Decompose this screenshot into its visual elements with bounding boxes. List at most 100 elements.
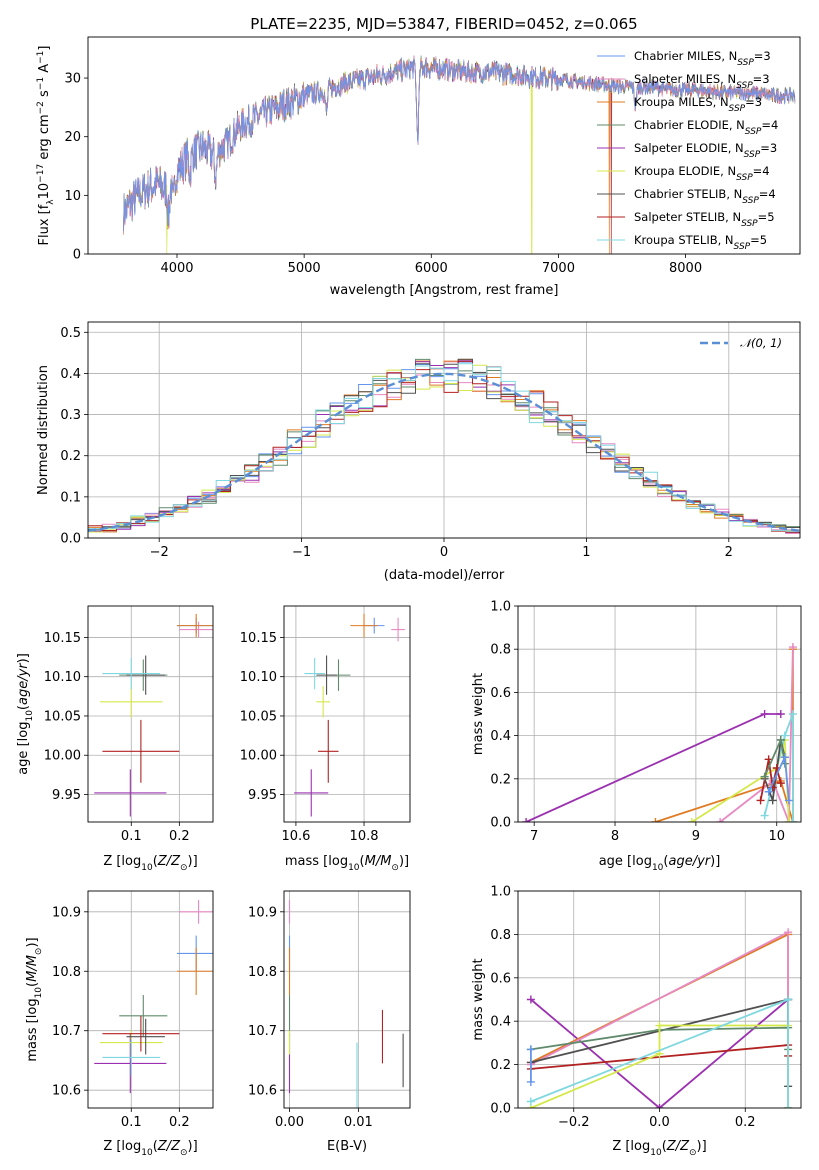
weight-marker — [788, 643, 797, 652]
age_vs_Z-frame — [87, 605, 214, 823]
x-tick-label: 2 — [725, 545, 733, 560]
label-part: =5 — [758, 210, 775, 224]
label-part: Salpeter MILES, N — [634, 72, 736, 86]
label-part: Z [log — [612, 1139, 650, 1154]
spectrum-frame — [87, 36, 801, 255]
y-tick-label: 10.7 — [248, 1024, 277, 1039]
x-axis-label: (data-model)/error — [384, 568, 505, 583]
label-part: )] — [16, 653, 31, 663]
label-part: ⊙ — [180, 863, 188, 873]
y-tick-label: 10.00 — [44, 749, 81, 764]
label-part: SSP — [736, 173, 753, 183]
y-tick-label: 10.15 — [44, 631, 81, 646]
y-tick-label: 0.1 — [60, 490, 81, 505]
label-part: Z [log — [103, 1139, 141, 1154]
weight-marker — [784, 928, 793, 937]
age_vs_mass-panel: 10.6 10.8 9.95 10.00 10.05 10.10 10.15 mass [lo… — [240, 605, 411, 873]
residuals-panel: −2 −1 0 1 2 0.0 0.1 0.2 0.3 0.4 0.5 𝒩(0, 1) (data-mo… — [36, 321, 801, 583]
weight-marker — [651, 818, 660, 822]
label-part: ⊙ — [391, 863, 399, 873]
label-part: −17 — [36, 164, 46, 183]
label-part: ( — [153, 1139, 158, 1154]
y-axis-label: Flux [fλ10−17 erg cm−2 s−1 A−1] — [36, 46, 56, 246]
x-tick-label: −2 — [150, 545, 169, 560]
y-axis-label: age [log10(age/yr)] — [16, 653, 35, 775]
label-part: Chabrier STELIB, N — [634, 187, 742, 201]
y-tick-label: 10.05 — [240, 709, 277, 724]
legend-label: Kroupa STELIB, NSSP=5 — [634, 233, 767, 252]
weight-marker — [655, 1021, 664, 1030]
y-tick-label: 0.6 — [490, 686, 511, 701]
weight-marker — [784, 995, 793, 1004]
age_vs_mass-frame — [283, 605, 411, 823]
y-tick-label: 0.0 — [490, 1102, 511, 1117]
weight-marker — [716, 818, 725, 822]
y-axis-label: Normed distribution — [36, 365, 51, 495]
label-part: =4 — [759, 187, 776, 201]
spectrum-panel: 4000 5000 6000 7000 8000 0 10 20 30 wavelength [A… — [36, 36, 801, 298]
x-tick-label: 6000 — [415, 261, 448, 276]
label-part: 10 — [652, 863, 664, 873]
label-part: SSP — [736, 81, 753, 91]
label-part: =5 — [750, 233, 767, 247]
x-tick-label: 9 — [692, 829, 700, 844]
x-tick-label: 10.6 — [281, 829, 310, 844]
label-part: )] — [697, 1139, 707, 1154]
label-part: λ — [46, 199, 56, 205]
y-tick-label: 0.4 — [60, 367, 81, 382]
label-part: s — [37, 90, 52, 101]
x-axis-label: Z [log10(Z/Z⊙)] — [612, 1139, 706, 1158]
label-part: Z/Z — [157, 1139, 181, 1154]
y-axis-label: mass [log10(M/M⊙)] — [25, 937, 44, 1061]
x-axis-label: Z [log10(Z/Z⊙)] — [103, 1139, 197, 1158]
label-part: −1 — [36, 77, 46, 90]
label-part: −2 — [36, 101, 46, 114]
legend-label: 𝒩(0, 1) — [740, 336, 782, 350]
label-part: SSP — [742, 196, 759, 206]
x-tick-label: 0.2 — [735, 1115, 756, 1130]
label-part: ] — [37, 46, 52, 51]
x-tick-label: 0.2 — [169, 1115, 190, 1130]
x-axis-label: age [log10(age/yr)] — [599, 854, 721, 873]
weight-line — [763, 736, 786, 777]
y-tick-label: 10.05 — [44, 709, 81, 724]
label-part: ⊙ — [180, 1148, 188, 1158]
x-tick-label: 0.00 — [275, 1115, 304, 1130]
label-part: =3 — [760, 141, 777, 155]
weight-marker — [784, 796, 793, 805]
label-part: 10 — [141, 863, 153, 873]
y-tick-label: 0.2 — [60, 449, 81, 464]
x-tick-label: 0.2 — [169, 829, 190, 844]
label-part: 10 — [348, 863, 360, 873]
y-tick-label: 10.00 — [240, 749, 277, 764]
label-part: SSP — [745, 127, 762, 137]
label-part: SSP — [734, 242, 751, 252]
mass_vs_Z-plot-area — [94, 899, 213, 1094]
label-part: erg cm — [37, 114, 52, 163]
label-part: ( — [663, 854, 668, 869]
y-tick-label: 9.95 — [52, 788, 81, 803]
label-part: )] — [188, 854, 198, 869]
label-part: M/M — [365, 854, 392, 869]
y-tick-label: 0.6 — [490, 971, 511, 986]
weight-marker — [780, 753, 789, 762]
mass_vs_ebv-panel: 0.00 0.01 10.6 10.7 10.8 10.9 E(B-V) — [248, 890, 411, 1154]
normal-curve — [88, 372, 800, 532]
label-part: A — [37, 64, 52, 77]
x-tick-label: 0.1 — [121, 1115, 142, 1130]
residuals-plot-area — [88, 358, 800, 534]
weight-marker — [756, 796, 765, 805]
weight-marker — [760, 772, 769, 781]
weight-marker — [526, 1097, 535, 1106]
weight-marker — [655, 1104, 664, 1108]
weight-marker — [760, 811, 769, 820]
y-tick-label: 0.8 — [490, 643, 511, 658]
legend-label: Kroupa MILES, NSSP=3 — [634, 95, 762, 114]
weight-marker — [760, 710, 769, 718]
x-tick-label: 8000 — [669, 261, 702, 276]
label-part: age [log — [599, 854, 652, 869]
y-tick-label: 10.9 — [52, 905, 81, 920]
y-axis-label: mass weight — [471, 673, 486, 755]
x-tick-label: 5000 — [288, 261, 321, 276]
legend-label: Chabrier STELIB, NSSP=4 — [634, 187, 776, 206]
